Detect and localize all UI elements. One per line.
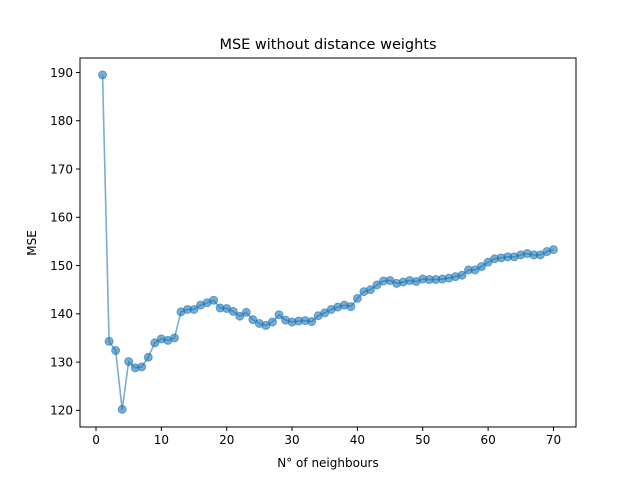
y-tick-label: 180: [50, 114, 73, 128]
data-point: [457, 270, 467, 280]
data-point: [307, 317, 317, 327]
x-tick-label: 30: [284, 433, 299, 447]
data-point: [143, 352, 153, 362]
plot-area: [98, 70, 558, 414]
data-point: [365, 285, 375, 295]
data-point: [209, 295, 219, 305]
data-point: [372, 280, 382, 290]
y-tick-label: 160: [50, 211, 73, 225]
x-axis-label: N° of neighbours: [277, 456, 378, 470]
x-tick-label: 0: [92, 433, 100, 447]
x-tick-label: 70: [546, 433, 561, 447]
data-point: [104, 336, 114, 346]
x-tick-label: 20: [219, 433, 234, 447]
data-point: [111, 346, 121, 355]
data-point: [117, 404, 127, 414]
data-point: [124, 357, 134, 367]
data-point: [137, 362, 147, 372]
data-point: [548, 245, 558, 255]
chart-title: MSE without distance weights: [219, 37, 436, 53]
x-axis: 0 10 20 30 40 50 60 70: [92, 427, 561, 447]
y-tick-label: 150: [50, 259, 73, 273]
y-tick-label: 190: [50, 66, 73, 80]
axes-frame: [79, 57, 577, 428]
data-point: [98, 70, 108, 80]
x-tick-label: 60: [480, 433, 495, 447]
y-axis: 120 130 140 150 160 170 180 190: [50, 66, 80, 418]
data-point: [267, 317, 277, 327]
data-point: [169, 333, 179, 343]
y-tick-label: 130: [50, 355, 73, 369]
x-tick-label: 40: [350, 433, 365, 447]
data-point: [241, 307, 251, 317]
x-tick-label: 10: [154, 433, 169, 447]
data-point: [346, 302, 356, 312]
data-point: [228, 306, 238, 316]
data-point: [477, 262, 487, 272]
data-point: [274, 310, 284, 320]
data-point: [352, 293, 362, 303]
y-tick-label: 170: [50, 162, 73, 176]
y-axis-label: MSE: [25, 230, 39, 256]
y-tick-label: 140: [50, 307, 73, 321]
data-point: [189, 304, 199, 314]
data-point: [248, 315, 258, 325]
data-point: [235, 311, 245, 321]
y-tick-label: 120: [50, 404, 73, 418]
data-point: [150, 338, 160, 348]
x-tick-label: 50: [415, 433, 430, 447]
